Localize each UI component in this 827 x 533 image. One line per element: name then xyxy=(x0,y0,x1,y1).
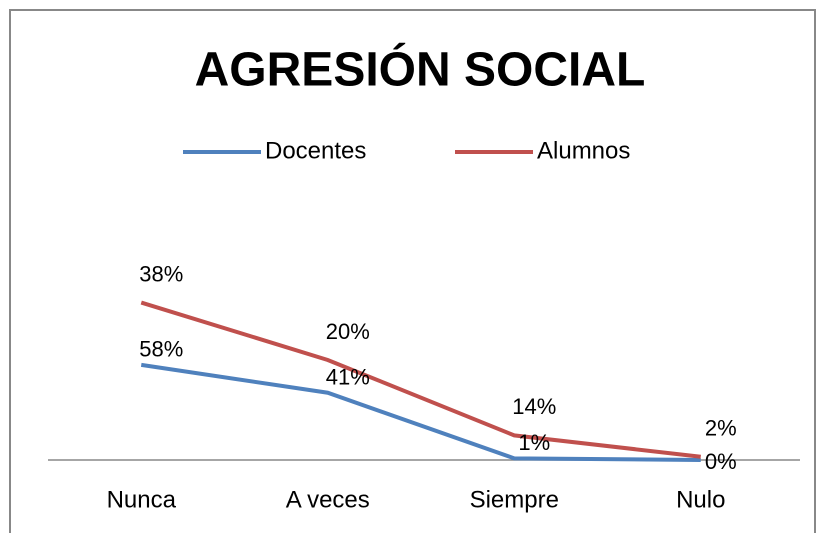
line xyxy=(140,300,701,459)
data-label: 58% xyxy=(139,337,183,362)
data-label: 20% xyxy=(326,319,370,344)
x-tick-label: Siempre xyxy=(470,486,559,513)
chart-border xyxy=(9,9,816,533)
chart-title: AGRESIÓN SOCIAL xyxy=(195,42,646,97)
data-label: 41% xyxy=(326,365,370,390)
x-tick-label: A veces xyxy=(286,486,370,513)
data-label: 1% xyxy=(518,430,550,455)
legend-label: Docentes xyxy=(265,137,366,164)
line xyxy=(140,362,701,462)
x-tick-label: Nulo xyxy=(676,486,725,513)
x-tick-label: Nunca xyxy=(107,486,177,513)
data-label: 38% xyxy=(139,261,183,286)
data-label: 14% xyxy=(512,394,556,419)
data-label: 0% xyxy=(705,449,737,474)
legend-label: Alumnos xyxy=(537,137,630,164)
data-label: 2% xyxy=(705,416,737,441)
